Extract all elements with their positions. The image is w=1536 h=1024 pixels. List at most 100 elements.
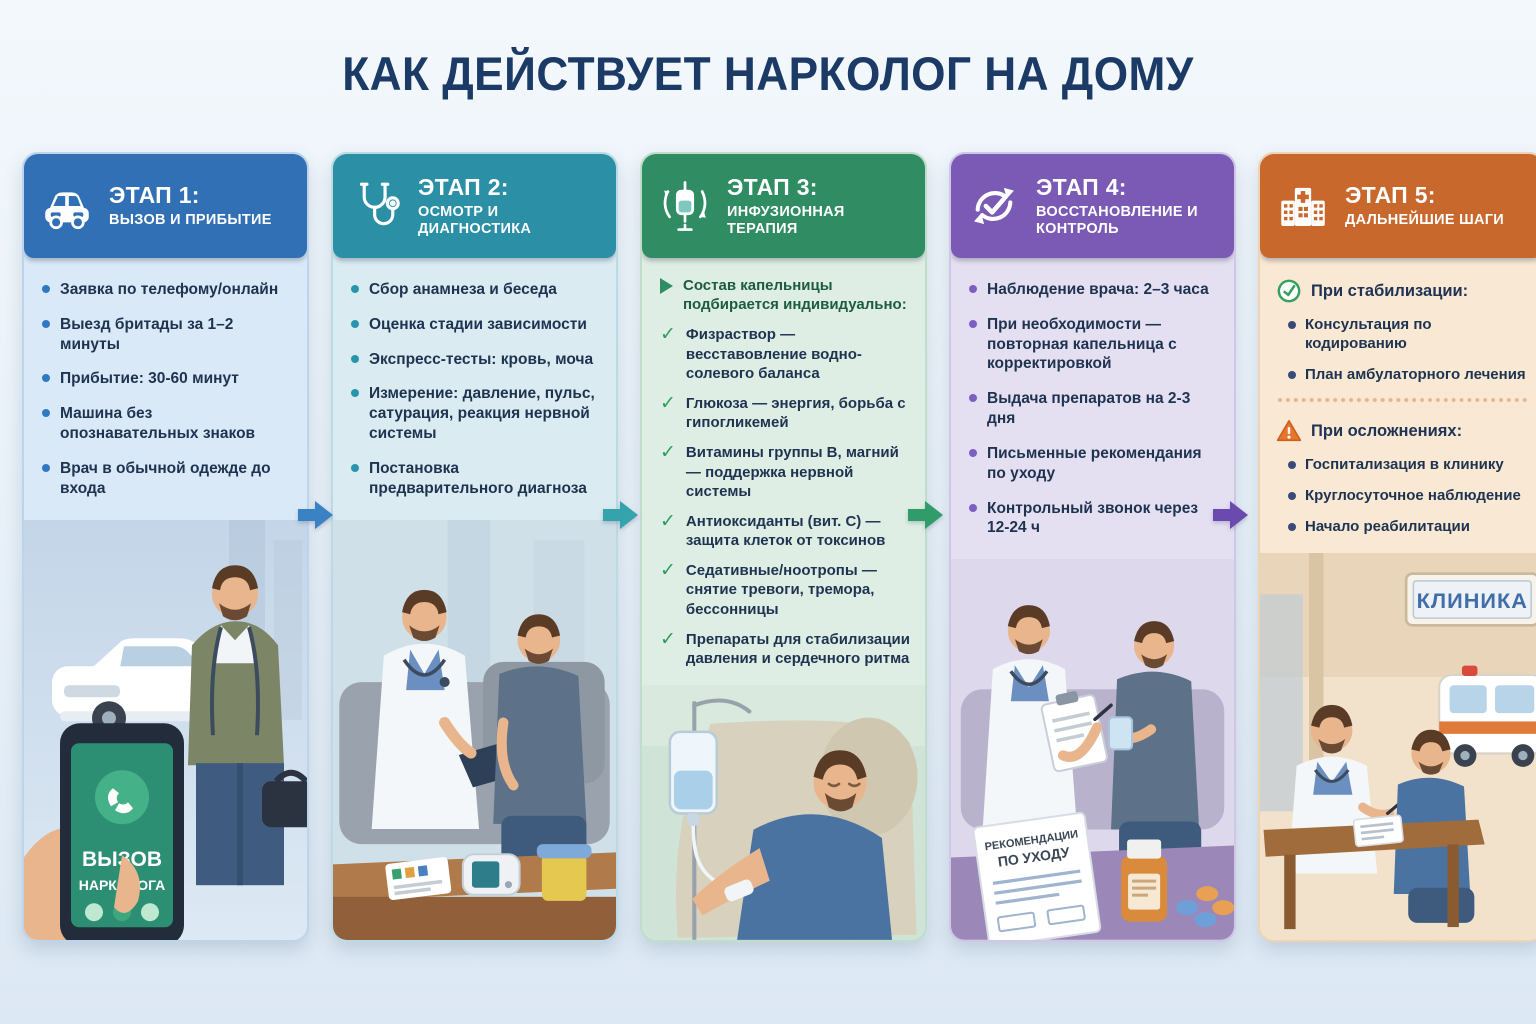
list-item: Наблюдение врача: 2–3 часа [969,280,1220,300]
stage-5-card: ЭТАП 5: ДАЛЬНЕЙШИЕ ШАГИ При стабилизации… [1258,152,1536,942]
stage-4-card: ЭТАП 4: ВОССТАНОВЛЕНИЕ И КОНТРОЛЬ Наблюд… [949,152,1236,942]
list-item: Круглосуточное наблюдение [1288,487,1529,506]
table-with-care-sheet: РЕКОМЕНДАЦИИ ПО УХОДУ [951,812,1234,940]
list-item: Начало реабилитации [1288,518,1529,537]
stage-2-label: ЭТАП 2: [418,173,509,200]
bullet-dot [1288,492,1296,500]
bullet-dot [42,409,50,418]
stage-2-subtitle: ОСМОТР И ДИАГНОСТИКА [418,203,532,237]
list-item: ✓ Седативные/ноотропы — снятие тревоги, т… [660,560,877,618]
complications-section-heading: При осложнениях: [1276,418,1529,444]
check-icon: ✓ [660,442,676,464]
check-icon: ✓ [660,560,676,582]
bullet-dot [1288,370,1296,379]
stage-1-list: Заявка по телефому/онлайн Выезд бритады … [24,258,307,520]
patient-with-glass [1108,621,1202,862]
clinic-sign-text: КЛИНИКА [1417,587,1528,612]
bullet-dot [351,463,359,472]
doctor-plain-clothes [188,564,307,885]
list-item: Врач в обычной одежде до входа [42,459,293,499]
stage-3-list: Состав капельницы подбирается индивидуал… [642,258,925,685]
hospital-icon [1274,177,1332,235]
dotted-divider [1278,398,1527,403]
stage-3-subtitle: ИНФУЗИОННАЯ ТЕРАПИЯ [727,203,845,237]
check-icon: ✓ [660,510,676,532]
stage-5-label: ЭТАП 5: [1345,182,1436,209]
ambulance [1438,665,1536,767]
bullet-dot [42,319,50,328]
patient-with-iv [692,750,893,940]
arrow-right-icon [1213,498,1249,532]
arrow-right-icon [603,498,639,532]
list-item: ✓ Витамины группы В, магний — поддержка н… [660,442,899,500]
stage-2-list: Сбор анамнеза и беседа Оценка стадии зав… [333,258,616,520]
list-item: Постановка предварительного диагноза [351,459,602,499]
iv-drip-icon [656,177,714,235]
stage-1-subtitle: ВЫЗОВ И ПРИБЫТИЕ [109,212,272,229]
bullet-dot [351,354,359,363]
bullet-dot [351,285,359,293]
stethoscope-icon [347,177,405,235]
stage-4-illustration: РЕКОМЕНДАЦИИ ПО УХОДУ [951,559,1234,940]
stage-1-header: ЭТАП 1: ВЫЗОВ И ПРИБЫТИЕ [24,154,307,258]
bullet-dot [969,448,977,457]
list-item: ✓ Глюкоза — энергия, борьба с гипогликеме… [660,392,906,432]
stage-5-header: ЭТАП 5: ДАЛЬНЕЙШИЕ ШАГИ [1260,154,1536,258]
stage-4-header: ЭТАП 4: ВОССТАНОВЛЕНИЕ И КОНТРОЛЬ [951,154,1234,258]
stage-3-header: ЭТАП 3: ИНФУЗИОННАЯ ТЕРАПИЯ [642,154,925,258]
stage-4-list: Наблюдение врача: 2–3 часа При необходим… [951,258,1234,559]
list-item-intro: Состав капельницы подбирается индивидуал… [660,276,911,314]
complications-list: Госпитализация в клинику Круглосуточное … [1276,456,1529,536]
list-item: Контрольный звонок через 12-24 ч [969,499,1220,539]
list-item: Консультация по кодированию [1288,316,1529,354]
stage-5-subtitle: ДАЛЬНЕЙШИЕ ШАГИ [1345,212,1505,229]
stabilization-section-heading: При стабилизации: [1276,278,1529,304]
stage-2-card: ЭТАП 2: ОСМОТР И ДИАГНОСТИКА Сбор анамне… [331,152,618,942]
list-item: Оценка стадии зависимости [351,315,602,335]
stages-row: ЭТАП 1: ВЫЗОВ И ПРИБЫТИЕ Заявка по телеф… [22,152,1536,942]
list-item: Госпитализация в клинику [1288,456,1529,475]
bullet-dot [969,394,977,403]
hand-with-phone: ВЫЗОВ НАРКОЛОГА [24,722,184,940]
stage-3-card: ЭТАП 3: ИНФУЗИОННАЯ ТЕРАПИЯ Состав капел… [640,152,927,942]
bullet-dot [42,285,50,293]
bullet-dot [351,319,359,328]
stage-5-illustration: КЛИНИКА [1260,552,1536,940]
stage-4-subtitle: ВОССТАНОВЛЕНИЕ И КОНТРОЛЬ [1036,203,1198,237]
list-item: ✓ Препараты для стабилизации давления и с… [660,628,910,667]
list-item: Выезд бритады за 1–2 минуты [42,315,293,355]
list-item: План амбулаторного лечения [1288,366,1529,385]
bullet-dot [42,374,50,383]
check-icon: ✓ [660,324,676,346]
bullet-dot [969,285,977,293]
stage-4-label: ЭТАП 4: [1036,173,1127,200]
cycle-check-icon [965,177,1023,235]
stage-1-illustration: ВЫЗОВ НАРКОЛОГА [24,519,307,940]
list-item: ✓ Антиоксиданты (вит. С) — защита клеток … [660,510,886,550]
bullet-dot [1288,522,1296,531]
desk [1263,814,1485,929]
list-item: Машина без опознавательных знаков [42,404,293,444]
stage-3-label: ЭТАП 3: [727,173,818,200]
table-with-test-devices [333,843,616,940]
stabilization-list: Консультация по кодированию План амбулат… [1276,316,1529,384]
doctor-writing [982,605,1113,828]
bullet-dot [351,389,359,398]
list-item: Прибытие: 30-60 минут [42,369,293,389]
list-item: Измерение: давление, пульс, сатурация, р… [351,384,602,443]
stage-1-label: ЭТАП 1: [109,182,200,209]
arrow-right-icon [908,498,944,532]
play-arrow-icon [660,278,673,294]
warning-icon [1276,418,1302,444]
list-item: Экспресс-тесты: кровь, моча [351,350,602,370]
list-item: Сбор анамнеза и беседа [351,280,602,300]
page-title: КАК ДЕЙСТВУЕТ НАРКОЛОГ НА ДОМУ [342,47,1194,100]
list-item: Письменные рекомендания по уходу [969,444,1220,484]
stage-5-sections: При стабилизации: Консультация по кодиро… [1260,258,1536,553]
list-item: ✓ Физраствор — весставовление водно-солев… [660,324,862,382]
clinic-sign: КЛИНИКА [1404,571,1536,627]
arrow-right-icon [298,498,334,532]
stage-1-card: ЭТАП 1: ВЫЗОВ И ПРИБЫТИЕ Заявка по телеф… [22,152,309,942]
stage-3-illustration [642,685,925,940]
